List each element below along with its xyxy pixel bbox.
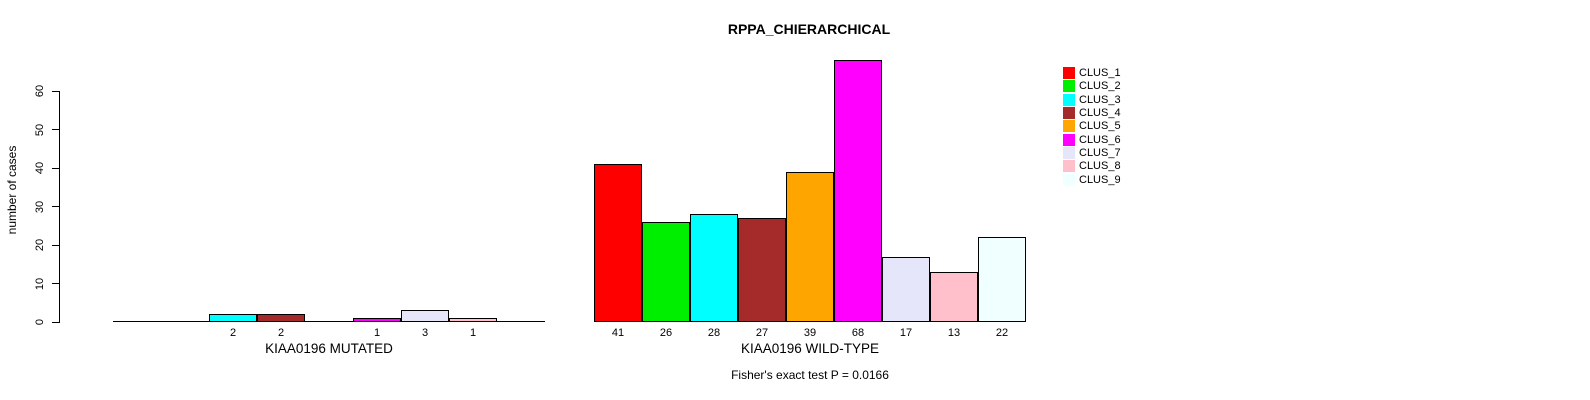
legend-item-clus_1: CLUS_1 [1063, 66, 1121, 79]
y-tick-mark [52, 321, 59, 323]
bar-clus_9-group2 [978, 237, 1026, 322]
legend-label: CLUS_9 [1079, 173, 1121, 186]
bar-value-label: 28 [707, 327, 721, 339]
bar-value-label: 1 [469, 327, 477, 339]
y-tick-label: 20 [34, 238, 46, 252]
bar-value-label: 2 [229, 327, 237, 339]
bar-clus_8-group1 [449, 318, 497, 322]
bar-value-label: 39 [803, 327, 817, 339]
bar-clus_1-group2 [594, 164, 642, 322]
clus_1-swatch [1063, 66, 1075, 79]
y-tick-label: 10 [34, 277, 46, 290]
x-axis-label-mutated: KIAA0196 MUTATED [265, 341, 393, 356]
legend-label: CLUS_7 [1079, 146, 1121, 159]
bar-clus_1-group1 [113, 321, 161, 322]
y-tick-label: 50 [34, 123, 46, 136]
bar-clus_2-group2 [642, 222, 690, 322]
clus_5-swatch [1063, 119, 1075, 132]
bar-value-label: 41 [611, 327, 625, 339]
y-tick-mark [52, 206, 59, 207]
clus_3-swatch [1063, 93, 1075, 106]
legend-item-clus_5: CLUS_5 [1063, 119, 1121, 132]
bar-value-label: 1 [373, 327, 381, 339]
clus_9-swatch [1063, 173, 1075, 186]
bar-clus_2-group1 [161, 321, 209, 322]
y-tick-label: 0 [34, 318, 46, 326]
bar-clus_6-group1 [353, 318, 401, 322]
legend-label: CLUS_6 [1079, 133, 1121, 146]
bar-value-label: 27 [755, 327, 769, 339]
clus_8-swatch [1063, 159, 1075, 172]
y-tick-mark [52, 244, 59, 246]
chart-title: RPPA_CHIERARCHICAL [727, 21, 891, 37]
bar-value-label: 13 [947, 327, 961, 339]
bar-clus_5-group1 [305, 321, 353, 322]
bar-value-label: 68 [851, 327, 865, 339]
legend-label: CLUS_8 [1079, 159, 1121, 172]
bar-value-label: 3 [421, 327, 429, 339]
x-axis-label-wildtype: KIAA0196 WILD-TYPE [740, 341, 880, 356]
bar-clus_9-group1 [497, 321, 545, 322]
legend-item-clus_2: CLUS_2 [1063, 79, 1121, 92]
y-tick-label: 30 [34, 200, 46, 213]
bar-value-label: 17 [899, 327, 913, 339]
bar-clus_6-group2 [834, 60, 882, 322]
legend-item-clus_3: CLUS_3 [1063, 93, 1121, 106]
clus_7-swatch [1063, 146, 1075, 159]
legend-item-clus_4: CLUS_4 [1063, 106, 1121, 119]
legend-label: CLUS_2 [1079, 79, 1121, 92]
bar-clus_3-group1 [209, 314, 257, 322]
legend-label: CLUS_1 [1079, 66, 1121, 79]
y-tick-mark [52, 283, 59, 284]
clus_2-swatch [1063, 79, 1075, 92]
legend-label: CLUS_5 [1079, 119, 1121, 132]
bar-value-label: 22 [995, 327, 1009, 339]
bar-clus_3-group2 [690, 214, 738, 322]
bar-clus_7-group2 [882, 257, 930, 322]
clus_6-swatch [1063, 133, 1075, 146]
y-tick-label: 60 [34, 84, 46, 98]
fisher-test-note: Fisher's exact test P = 0.0166 [731, 368, 889, 382]
bar-clus_7-group1 [401, 310, 449, 322]
legend-item-clus_8: CLUS_8 [1063, 159, 1121, 172]
bar-value-label: 26 [659, 327, 673, 339]
y-axis-line [59, 91, 60, 323]
bar-clus_8-group2 [930, 272, 978, 322]
y-tick-label: 40 [34, 161, 46, 175]
clus_4-swatch [1063, 106, 1075, 119]
legend-label: CLUS_4 [1079, 106, 1121, 119]
legend-item-clus_6: CLUS_6 [1063, 133, 1121, 146]
y-axis-title: number of cases [5, 145, 19, 235]
bar-clus_4-group1 [257, 314, 305, 322]
y-tick-mark [52, 167, 59, 169]
y-tick-mark [52, 90, 59, 92]
bar-value-label: 2 [277, 327, 285, 339]
legend-item-clus_9: CLUS_9 [1063, 173, 1121, 186]
legend-label: CLUS_3 [1079, 93, 1121, 106]
bar-clus_5-group2 [786, 172, 834, 322]
legend-item-clus_7: CLUS_7 [1063, 146, 1121, 159]
y-tick-mark [52, 129, 59, 130]
bar-clus_4-group2 [738, 218, 786, 322]
